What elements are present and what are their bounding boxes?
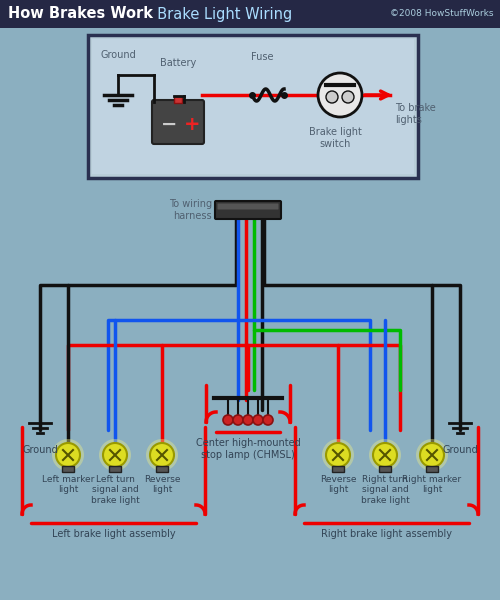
- Text: Center high-mounted
stop lamp (CHMSL): Center high-mounted stop lamp (CHMSL): [196, 438, 300, 460]
- Circle shape: [52, 439, 84, 471]
- Circle shape: [326, 443, 350, 467]
- Bar: [62, 466, 74, 472]
- Text: Reverse
light: Reverse light: [144, 475, 180, 494]
- FancyBboxPatch shape: [152, 100, 204, 144]
- Text: Battery: Battery: [160, 58, 196, 68]
- Text: Right turn
signal and
brake light: Right turn signal and brake light: [360, 475, 410, 505]
- Circle shape: [103, 443, 127, 467]
- Circle shape: [253, 415, 263, 425]
- Text: ©2008 HowStuffWorks: ©2008 HowStuffWorks: [390, 10, 493, 19]
- Text: Ground: Ground: [442, 445, 478, 455]
- Text: −: −: [161, 115, 177, 133]
- Circle shape: [263, 415, 273, 425]
- Text: To wiring
harness: To wiring harness: [169, 199, 212, 221]
- Bar: [332, 466, 344, 472]
- Bar: [156, 466, 168, 472]
- Text: Right brake light assembly: Right brake light assembly: [321, 529, 452, 539]
- Text: Right marker
light: Right marker light: [402, 475, 462, 494]
- Text: Left turn
signal and
brake light: Left turn signal and brake light: [90, 475, 140, 505]
- Circle shape: [150, 443, 174, 467]
- Circle shape: [373, 443, 397, 467]
- Circle shape: [99, 439, 131, 471]
- Text: Left brake light assembly: Left brake light assembly: [52, 529, 176, 539]
- Text: Fuse: Fuse: [251, 52, 273, 62]
- Text: Ground: Ground: [22, 445, 58, 455]
- Circle shape: [233, 415, 243, 425]
- FancyBboxPatch shape: [215, 201, 281, 219]
- Circle shape: [342, 91, 354, 103]
- Bar: [426, 466, 438, 472]
- Bar: [92, 39, 414, 174]
- Circle shape: [322, 439, 354, 471]
- Bar: [109, 466, 121, 472]
- Bar: [174, 96, 182, 103]
- FancyBboxPatch shape: [218, 203, 278, 209]
- Circle shape: [369, 439, 401, 471]
- Text: Brake Light Wiring: Brake Light Wiring: [148, 7, 292, 22]
- Circle shape: [146, 439, 178, 471]
- Circle shape: [318, 73, 362, 117]
- Circle shape: [243, 415, 253, 425]
- Circle shape: [223, 415, 233, 425]
- Text: Brake light
switch: Brake light switch: [308, 127, 362, 149]
- Text: To brake
lights: To brake lights: [395, 103, 436, 125]
- Text: How Brakes Work: How Brakes Work: [8, 7, 153, 22]
- Bar: [88, 35, 418, 178]
- Text: Reverse
light: Reverse light: [320, 475, 356, 494]
- Text: Ground: Ground: [100, 50, 136, 60]
- Circle shape: [420, 443, 444, 467]
- Circle shape: [416, 439, 448, 471]
- Circle shape: [56, 443, 80, 467]
- Circle shape: [326, 91, 338, 103]
- Text: Left marker
light: Left marker light: [42, 475, 94, 494]
- Bar: [379, 466, 391, 472]
- Text: +: +: [184, 115, 200, 133]
- Bar: [0, 0, 500, 28]
